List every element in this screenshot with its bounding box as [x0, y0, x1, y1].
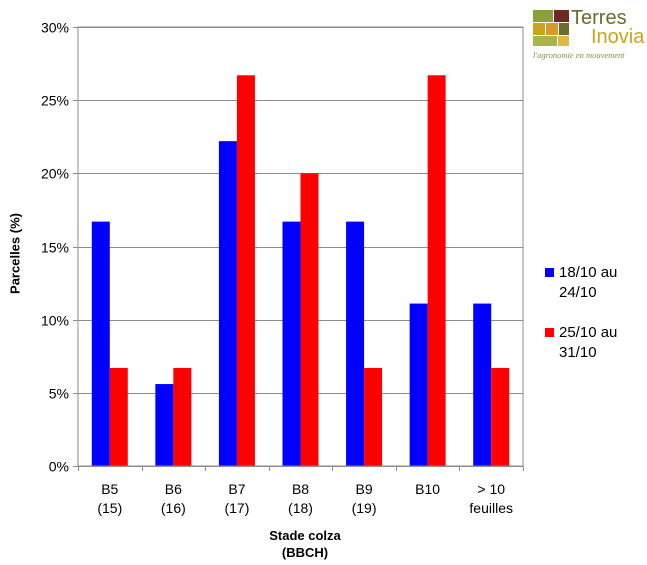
y-axis-title: Parcelles (%) [7, 213, 23, 294]
logo-tagline: l'agronomie en mouvement [533, 50, 625, 60]
x-tick-label: B8 (18) [288, 481, 313, 516]
y-tick-label: 15% [41, 240, 69, 256]
x-tick-label: B7 (17) [224, 481, 249, 516]
terres-inovia-logo: Terres Inovia l'agronomie en mouvement [533, 8, 645, 64]
bar-series-2 [364, 367, 383, 466]
x-axis-title: Stade colza (BBCH) [269, 528, 341, 560]
bar-series-1 [155, 384, 174, 466]
y-tick-label: 5% [49, 386, 69, 402]
legend: 18/10 au 24/10 25/10 au 31/10 [545, 263, 645, 383]
y-tick-label: 20% [41, 166, 69, 182]
y-tick-labels: 0% 5% 10% 15% 20% 25% 30% [41, 20, 69, 475]
bar-series-1 [409, 303, 428, 466]
bar-series-2 [236, 75, 255, 466]
plot-border [77, 26, 524, 467]
bar-series-2 [109, 367, 128, 466]
bar-series-1 [346, 221, 365, 466]
bar-series-2 [491, 367, 510, 466]
bar-series-2 [427, 75, 446, 466]
legend-item: 18/10 au 24/10 [545, 263, 645, 323]
legend-swatch-series-2 [545, 328, 554, 337]
x-tick-label: B9 (19) [352, 481, 377, 516]
bar-series-1 [218, 141, 237, 466]
logo-title-line1: Terres [571, 7, 627, 29]
legend-label-series-1: 18/10 au 24/10 [559, 264, 618, 301]
logo-title-line2: Inovia [591, 26, 645, 48]
bars [91, 75, 510, 467]
x-tick-labels: B5 (15) B6 (16) B7 (17) B8 (18) B9 (19) B10 > 10 feu… [97, 481, 513, 516]
axes [77, 26, 524, 471]
x-tick-label: B5 (15) [97, 481, 122, 516]
bar-series-1 [91, 221, 110, 466]
bar-series-2 [173, 367, 192, 466]
legend-label-series-2: 25/10 au 31/10 [559, 324, 618, 361]
x-tick-label: > 10 feuilles [469, 481, 513, 516]
x-tick-label: B10 [415, 481, 440, 497]
legend-swatch-series-1 [545, 268, 554, 277]
bar-series-1 [282, 221, 301, 466]
bar-series-2 [300, 173, 319, 467]
y-tick-label: 10% [41, 313, 69, 329]
y-tick-label: 25% [41, 93, 69, 109]
y-tick-label: 30% [41, 20, 69, 36]
x-tick-label: B6 (16) [161, 481, 186, 516]
legend-item: 25/10 au 31/10 [545, 323, 645, 383]
logo-squares-icon [533, 10, 569, 46]
bar-series-1 [473, 303, 492, 466]
y-tick-label: 0% [49, 459, 69, 475]
